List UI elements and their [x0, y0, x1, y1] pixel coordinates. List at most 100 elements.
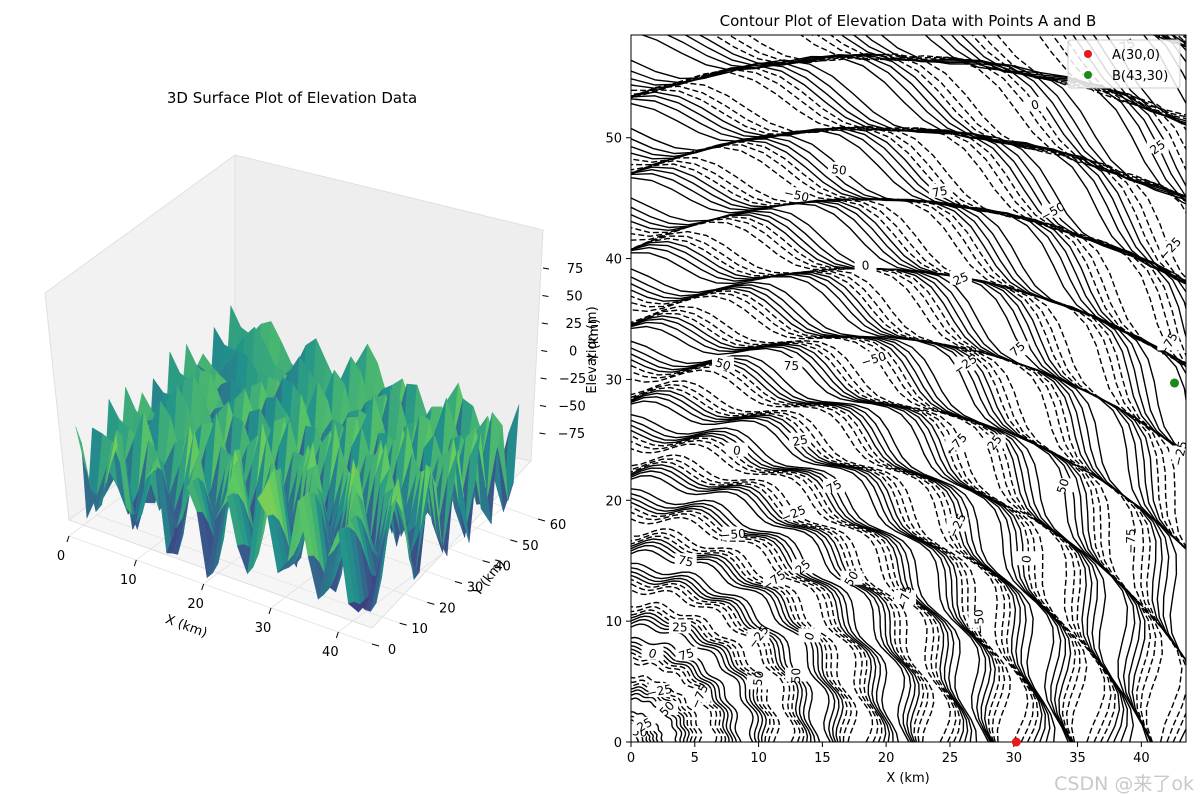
contour-line	[631, 369, 1029, 742]
contour-label-bg	[949, 270, 972, 285]
contour-line	[631, 197, 1186, 662]
contour-label: −75	[1124, 528, 1138, 554]
contour-line	[631, 506, 883, 742]
contour-x-tick-label: 35	[1069, 751, 1086, 766]
contour-line	[799, 35, 1186, 214]
z-tick	[542, 267, 550, 270]
contour-label-bg	[782, 505, 805, 520]
contour-ylabel: Y (km)	[587, 319, 602, 362]
contour-ticks: 0 5 10 15 20 25 30 35 40 0 10 20 30 40 50	[605, 132, 1149, 766]
contour-line	[631, 177, 1186, 550]
contour-line	[631, 71, 1186, 368]
legend-marker-b	[1084, 71, 1092, 79]
contour-line	[631, 501, 887, 742]
contour-line	[631, 413, 978, 742]
contour-line	[631, 215, 1186, 742]
watermark: CSDN @来了ok	[1054, 773, 1194, 795]
x-tick-label: 30	[255, 621, 272, 636]
contour-line	[631, 589, 796, 742]
contour-y-tick-label: 10	[605, 615, 622, 630]
y-tick	[399, 622, 407, 626]
contour-label-bg	[789, 432, 812, 447]
surface-title: 3D Surface Plot of Elevation Data	[167, 89, 417, 107]
contour-line	[631, 318, 1072, 742]
surface-ylabel: Y (km)	[470, 557, 509, 600]
z-tick	[539, 432, 546, 435]
contour-line	[631, 675, 703, 742]
contour-line	[631, 102, 1186, 405]
x-tick	[335, 631, 339, 639]
contour-label: 0	[1029, 97, 1040, 113]
contour-line	[631, 292, 1112, 742]
contour-line	[631, 156, 1186, 549]
contour-label-bg	[656, 700, 679, 715]
contour-line	[640, 35, 1186, 282]
contour-y-tick-label: 30	[605, 373, 622, 388]
contour-label: 75	[931, 183, 949, 200]
y-tick-label: 60	[550, 518, 567, 533]
contour-line	[631, 574, 809, 742]
contour-label: 50	[1054, 477, 1072, 496]
contour-label: 75	[784, 359, 800, 373]
contour-line	[631, 605, 775, 742]
contour-line	[631, 230, 1164, 742]
contour-line	[631, 252, 1149, 742]
contour-label: −50	[783, 186, 811, 205]
contour-label: 50	[842, 569, 862, 589]
legend-label-a: A(30,0)	[1112, 48, 1160, 63]
contour-label: 0	[861, 258, 870, 273]
contour-line	[631, 295, 1106, 742]
contour-line	[631, 562, 821, 742]
contour-line	[631, 315, 1073, 742]
contour-line	[631, 217, 1186, 742]
z-tick	[539, 405, 547, 407]
y-tick-label: 50	[522, 539, 539, 554]
contour-line	[631, 443, 952, 742]
contour-line	[631, 359, 1043, 742]
contour-line	[631, 470, 912, 742]
contour-lines	[631, 35, 1186, 742]
contour-label-bg	[1041, 203, 1064, 218]
contour-x-tick-label: 30	[1005, 751, 1022, 766]
contour-line	[631, 353, 1047, 742]
contour-label: 0	[1019, 555, 1034, 564]
legend-box	[1067, 39, 1181, 89]
contour-x-tick-label: 15	[814, 751, 831, 766]
z-tick	[541, 350, 548, 352]
contour-label-bg	[648, 683, 671, 698]
contour-line	[631, 454, 935, 742]
legend-label-b: B(43,30)	[1112, 69, 1168, 84]
contour-label: 75	[677, 553, 695, 570]
contour-line	[631, 467, 916, 742]
contour-line	[631, 221, 1183, 742]
contour-label-bg	[1052, 478, 1075, 493]
contour-label-bg	[785, 667, 808, 682]
contour-line	[631, 127, 1186, 456]
contour-label-bg	[792, 559, 815, 574]
y-tick	[537, 518, 546, 522]
y-tick-label: 40	[494, 560, 511, 575]
z-tick-label: −50	[558, 400, 585, 415]
contour-line	[631, 237, 1153, 742]
contour-frame-border	[630, 34, 1187, 743]
surface-mesh	[75, 305, 520, 613]
x-tick	[133, 559, 137, 567]
contour-label-bg	[1157, 336, 1180, 351]
contour-label: 0	[732, 443, 741, 458]
contour-x-tick-label: 25	[942, 751, 959, 766]
contour-line	[631, 240, 1153, 742]
contour-line	[631, 268, 1135, 742]
contour-line	[631, 325, 1069, 742]
contour-label-bg	[894, 590, 917, 605]
contour-line	[631, 305, 1088, 742]
contour-label-bg	[668, 619, 691, 634]
contour-line	[631, 439, 957, 742]
contour-line	[631, 612, 767, 742]
contour-line	[631, 682, 694, 742]
contour-y-tick-label: 50	[605, 132, 622, 147]
contour-line	[631, 363, 1039, 742]
contour-label-bg	[747, 629, 770, 644]
x-tick-label: 40	[322, 645, 339, 660]
contour-label-bg	[945, 436, 968, 451]
contour-line	[631, 347, 1051, 742]
